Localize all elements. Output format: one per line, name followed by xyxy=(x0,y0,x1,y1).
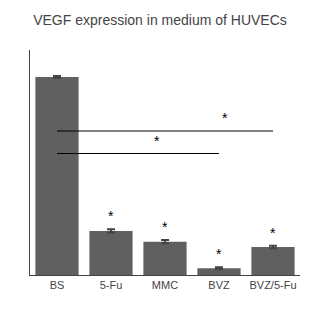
svg-text:*: * xyxy=(162,219,168,235)
svg-text:*: * xyxy=(222,110,228,126)
svg-text:BVZ/5-Fu: BVZ/5-Fu xyxy=(249,279,296,291)
svg-text:*: * xyxy=(216,246,222,262)
svg-text:MMC: MMC xyxy=(152,279,178,291)
svg-text:5-Fu: 5-Fu xyxy=(100,279,123,291)
svg-text:BVZ: BVZ xyxy=(208,279,230,291)
svg-text:*: * xyxy=(154,133,160,149)
svg-text:*: * xyxy=(108,208,114,224)
svg-text:VEGF expression in medium of H: VEGF expression in medium of HUVECs xyxy=(33,12,287,28)
svg-text:BS: BS xyxy=(50,279,65,291)
svg-text:*: * xyxy=(270,225,276,241)
